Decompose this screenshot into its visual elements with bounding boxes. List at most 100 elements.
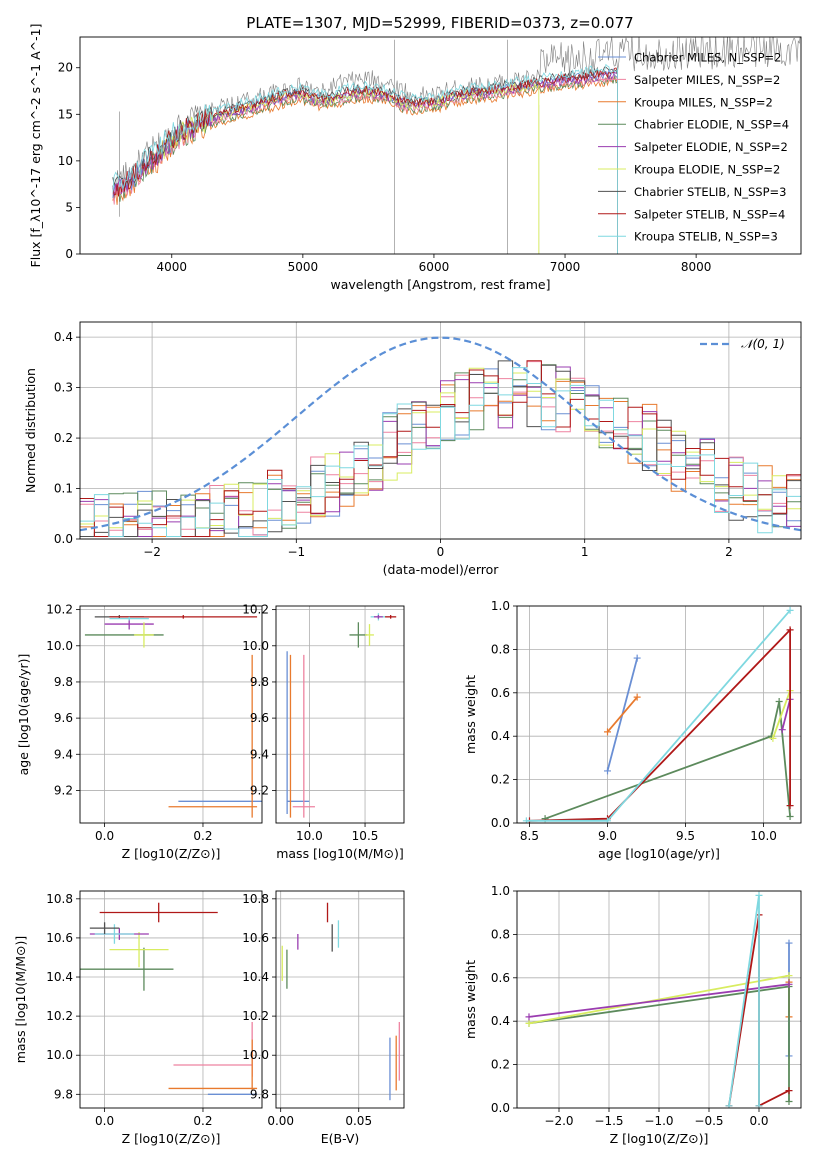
errorbar-kroupa_stelib: [94, 924, 135, 944]
y-tick-label: 0.4: [491, 729, 510, 743]
y-tick-label: 10.0: [242, 639, 269, 653]
y-tick-label: 0.4: [491, 1014, 510, 1028]
y-tick-label: 5: [65, 200, 73, 214]
weight-marker-chabrier_miles: [785, 939, 793, 947]
y-tick-label: 9.2: [250, 783, 269, 797]
x-tick-label: 8.5: [520, 829, 539, 843]
x-tick-label: 8000: [681, 260, 712, 274]
residual-histogram-salpeter_elodie: [80, 366, 801, 537]
legend-entry-chabrier_elodie: Chabrier ELODIE, N_SSP=4: [634, 118, 789, 132]
weight-marker-kroupa_elodie: [769, 734, 777, 742]
x-tick-label: 0.2: [193, 829, 212, 843]
weight-marker-kroupa_stelib: [725, 1102, 733, 1108]
x-tick-label: 10.5: [352, 829, 379, 843]
x-axis-label: Z [log10(Z/Z⊙)]: [610, 1131, 709, 1146]
axes-frame: [79, 36, 802, 255]
weight-marker-kroupa_stelib: [786, 606, 794, 614]
y-axis-label: mass weight: [463, 675, 478, 754]
y-tick-label: 9.8: [250, 1087, 269, 1101]
weight-line-chabrier_elodie: [544, 701, 791, 820]
weight-marker-chabrier_elodie: [775, 697, 783, 705]
y-tick-label: 9.8: [54, 1087, 73, 1101]
x-axis-label: mass [log10(M/M⊙)]: [276, 846, 404, 861]
y-tick-label: 9.8: [250, 675, 269, 689]
y-tick-label: 0.6: [491, 686, 510, 700]
y-tick-label: 0.1: [54, 482, 73, 496]
y-tick-label: 10.0: [46, 1048, 73, 1062]
y-tick-label: 0.2: [491, 773, 510, 787]
residual-histogram-salpeter_stelib: [80, 360, 801, 537]
errorbar-salpeter_stelib: [109, 615, 258, 619]
x-axis-label: Z [log10(Z/Z⊙)]: [122, 846, 221, 861]
x-tick-label: 10.0: [750, 829, 777, 843]
weight-line-salpeter_elodie: [781, 699, 791, 730]
x-tick-label: 0.00: [267, 1114, 294, 1128]
errorbar-salpeter_stelib: [385, 615, 397, 619]
x-axis-label: wavelength [Angstrom, rest frame]: [330, 277, 550, 292]
x-tick-label: 9.0: [598, 829, 617, 843]
residual-histogram-kroupa_stelib: [80, 367, 801, 537]
legend-entry-normal: 𝒩(0, 1): [741, 337, 785, 351]
panel-mass_vs_ebv: 0.00 0.05 9.8 10.0 10.2 10.4 10.6 10.8 E(B-V): [242, 890, 405, 1146]
y-tick-label: 9.6: [54, 711, 73, 725]
axes-frame: [79, 890, 263, 1109]
y-tick-label: 1.0: [491, 599, 510, 613]
weight-marker-kroupa_miles: [633, 693, 641, 701]
model-line-salpeter_stelib: [112, 67, 618, 197]
y-axis-label: Normed distribution: [23, 368, 38, 493]
figure-title: PLATE=1307, MJD=52999, FIBERID=0373, z=0…: [246, 14, 633, 32]
y-tick-label: 10.2: [242, 603, 269, 617]
weight-marker-chabrier_miles: [604, 767, 612, 775]
weight-marker-kroupa_elodie: [785, 972, 793, 980]
x-tick-label: −0.5: [694, 1114, 723, 1128]
legend-entry-kroupa_stelib: Kroupa STELIB, N_SSP=3: [634, 230, 778, 244]
y-axis-label: mass [log10(M/M⊙)]: [13, 936, 28, 1064]
x-tick-label: 0.2: [193, 1114, 212, 1128]
y-axis-label: Flux [f_λ10^-17 erg cm^-2 s^-1 A^-1]: [28, 24, 43, 268]
y-tick-label: 0.3: [54, 381, 73, 395]
x-axis-label: (data-model)/error: [383, 562, 500, 577]
x-tick-label: 2: [725, 545, 733, 559]
y-tick-label: 1.0: [491, 884, 510, 898]
weight-line-kroupa_miles: [606, 696, 638, 733]
y-tick-label: 9.4: [54, 747, 73, 761]
y-tick-label: 10: [58, 154, 73, 168]
weight-marker-salpeter_stelib: [785, 1087, 793, 1095]
errorbar-kroupa_stelib: [109, 616, 149, 621]
y-tick-label: 10.2: [46, 603, 73, 617]
errorbar-chabrier_stelib: [89, 922, 120, 935]
panel-weight_vs_age: 8.5 9.0 9.5 10.0 0.0 0.2 0.4 0.6 0.8 1.0 age [log1…: [463, 599, 802, 861]
y-tick-label: 0.4: [54, 330, 73, 344]
panel-spectrum: 4000 5000 6000 7000 8000 0 5 10 15 20 wavelength […: [28, 24, 802, 292]
y-tick-label: 0.0: [491, 1101, 510, 1115]
y-tick-label: 15: [58, 107, 73, 121]
x-tick-label: 4000: [156, 260, 187, 274]
y-tick-label: 0.8: [491, 642, 510, 656]
x-tick-label: 5000: [288, 260, 319, 274]
weight-line-kroupa_stelib: [728, 895, 760, 1106]
weight-marker-kroupa_stelib: [604, 817, 612, 823]
y-tick-label: 9.6: [250, 711, 269, 725]
legend-entry-salpeter_elodie: Salpeter ELODIE, N_SSP=2: [634, 140, 788, 154]
y-tick-label: 0.2: [491, 1058, 510, 1072]
weight-marker-salpeter_elodie: [778, 726, 786, 734]
normal-distribution-curve: [80, 336, 801, 532]
x-tick-label: −1.0: [644, 1114, 673, 1128]
x-tick-label: 0.0: [95, 829, 114, 843]
weight-line-kroupa_stelib: [526, 609, 791, 822]
legend-entry-chabrier_stelib: Chabrier STELIB, N_SSP=3: [634, 185, 786, 199]
y-tick-label: 9.8: [54, 675, 73, 689]
weight-marker-salpeter_stelib: [786, 802, 794, 810]
legend-entry-kroupa_miles: Kroupa MILES, N_SSP=2: [634, 95, 773, 109]
x-tick-label: 0.0: [95, 1114, 114, 1128]
weight-line-kroupa_elodie: [772, 690, 791, 739]
y-tick-label: 0.6: [491, 971, 510, 985]
y-tick-label: 10.0: [46, 639, 73, 653]
x-axis-label: E(B-V): [321, 1131, 360, 1146]
weight-marker-chabrier_elodie: [786, 812, 794, 820]
x-tick-label: 10.0: [296, 829, 323, 843]
y-axis-label: age [log10(age/yr)]: [16, 654, 31, 776]
y-tick-label: 10.4: [242, 970, 269, 984]
errorbar-salpeter_elodie: [373, 615, 383, 619]
